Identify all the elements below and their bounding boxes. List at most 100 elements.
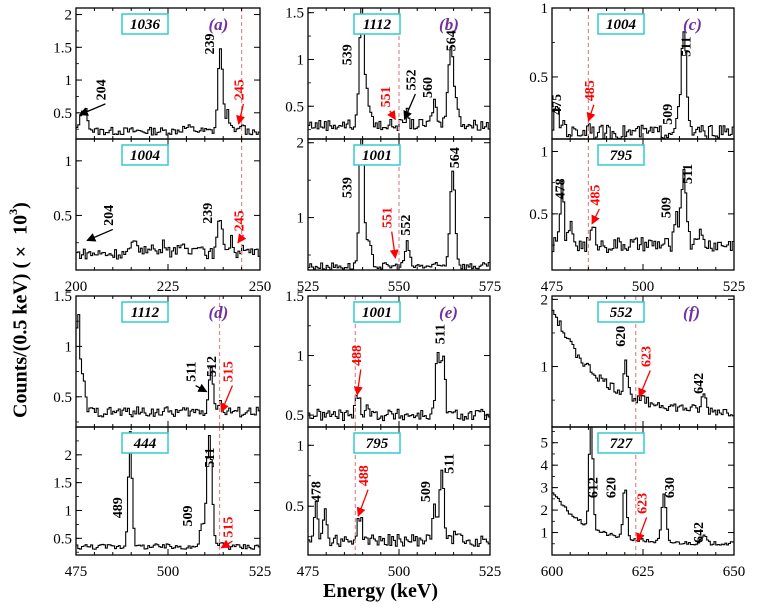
peak-label: 642 [692, 522, 707, 543]
peak-label: 478 [554, 178, 569, 199]
peak-label: 551 [379, 86, 394, 107]
peak-label: 488 [350, 345, 365, 366]
peak-label: 552 [404, 70, 419, 91]
y-tick-label: 1 [65, 73, 73, 89]
panel-11: 1 2 3 4 5 727 612 620 623 630 642 [541, 426, 735, 556]
peak-arrow [220, 385, 233, 413]
panel-letter: (a) [208, 15, 228, 34]
x-tick-label: 575 [479, 279, 502, 295]
y-tick-label: 1 [297, 211, 305, 227]
y-tick-label: 1 [297, 349, 305, 365]
x-tick-label: 600 [541, 564, 564, 580]
peak-label: 239 [203, 34, 218, 55]
peak-arrow [403, 93, 416, 121]
gate-label: 1036 [130, 17, 161, 33]
peak-label: 620 [605, 477, 620, 498]
x-tick-label: 225 [157, 279, 180, 295]
x-axis-label: Energy (keV) [323, 580, 438, 602]
peak-label: 511 [679, 36, 694, 56]
y-tick-label: 1 [541, 360, 549, 376]
x-tick-label: 525 [479, 564, 502, 580]
y-tick-label: 0.5 [285, 499, 304, 515]
x-tick-label: 200 [65, 279, 88, 295]
y-tick-label: 1.5 [285, 289, 304, 305]
peak-arrow [638, 370, 651, 398]
peak-label: 623 [639, 346, 654, 367]
x-tick-label: 550 [388, 279, 411, 295]
gate-box [121, 13, 169, 35]
peak-label: 539 [341, 177, 356, 198]
y-tick-label: 3 [541, 481, 549, 497]
peak-label: 485 [583, 80, 598, 101]
gate-label: 1004 [606, 17, 637, 33]
y-tick-label: 1 [65, 154, 73, 170]
peak-label: 623 [636, 493, 651, 514]
peak-label: 515 [221, 361, 236, 382]
peak-label: 488 [357, 465, 372, 486]
spectrum-trace [308, 469, 490, 547]
y-tick-label: 1 [297, 438, 305, 454]
panel-10: 1 2 552 (f) 620 623 642 [541, 292, 735, 428]
gate-label: 795 [610, 148, 633, 164]
x-tick-label: 525 [249, 564, 272, 580]
y-tick-label: 0.5 [53, 208, 72, 224]
panel-2: 0.5 1 1.5 1112 (b) 539 551 552 560 564 [285, 6, 491, 140]
peak-label: 620 [614, 326, 629, 347]
y-tick-label: 2 [297, 136, 305, 152]
y-tick-label: 1 [297, 52, 305, 68]
y-tick-label: 2 [65, 448, 73, 464]
peak-label: 511 [185, 361, 200, 381]
peak-label: 511 [203, 447, 218, 467]
gate-box [353, 13, 401, 35]
y-tick-label: 0.5 [285, 99, 304, 115]
panel-9: 0.5 1 795 478 488 509 511 [285, 426, 491, 556]
y-tick-label: 1 [65, 503, 73, 519]
peak-label: 642 [692, 373, 707, 394]
y-tick-label: 0.5 [53, 531, 72, 547]
gate-label: 727 [610, 436, 633, 452]
gate-label: 1112 [363, 17, 392, 33]
peak-arrow [353, 369, 363, 396]
gate-label: 1112 [131, 305, 160, 321]
panel-letter: (f) [683, 303, 700, 322]
peak-label: 509 [659, 197, 674, 218]
peak-label: 515 [221, 517, 236, 538]
peak-label: 560 [421, 77, 436, 98]
x-tick-label: 500 [157, 564, 180, 580]
y-tick-label: 1.5 [53, 289, 72, 305]
peak-label: 512 [205, 356, 220, 377]
peak-arrow [220, 539, 233, 549]
panel-8: 0.5 1 1.5 1001 (e) 488 511 [285, 289, 491, 428]
y-tick-label: 1 [541, 526, 549, 542]
y-tick-label: 0.5 [285, 408, 304, 424]
y-tick-label: 1.5 [53, 40, 72, 56]
gate-label: 552 [610, 305, 633, 321]
peak-label: 509 [419, 481, 434, 502]
y-tick-label: 1.5 [53, 476, 72, 492]
gate-box [353, 144, 401, 166]
y-tick-label: 0.5 [529, 70, 548, 86]
peak-label: 245 [232, 210, 247, 231]
spectrum-trace [552, 31, 734, 139]
peak-arrow [78, 103, 106, 116]
peak-arrow [636, 517, 648, 543]
y-tick-label: 0.5 [529, 207, 548, 223]
y-tick-label: 1.5 [285, 6, 304, 22]
panel-4: 0.5 1 1004 (c) 475 485 509 511 [529, 1, 735, 140]
x-tick-label: 475 [65, 564, 88, 580]
panel-6: 0.5 1 1.5 1112 (d) 511 512 515 [53, 289, 261, 428]
peak-label: 539 [341, 44, 356, 65]
peak-arrow [356, 489, 369, 517]
peak-label: 511 [434, 324, 449, 344]
peak-label: 630 [663, 477, 678, 498]
peak-label: 475 [550, 94, 565, 115]
panel-letter: (c) [683, 15, 702, 34]
gate-box [121, 144, 169, 166]
panel-letter: (d) [208, 303, 228, 322]
spectrum-trace [308, 8, 490, 132]
peak-label: 204 [102, 205, 117, 226]
gate-box [597, 432, 645, 454]
gate-label: 1004 [130, 148, 161, 164]
gate-box [597, 144, 645, 166]
y-tick-label: 0.5 [53, 390, 72, 406]
